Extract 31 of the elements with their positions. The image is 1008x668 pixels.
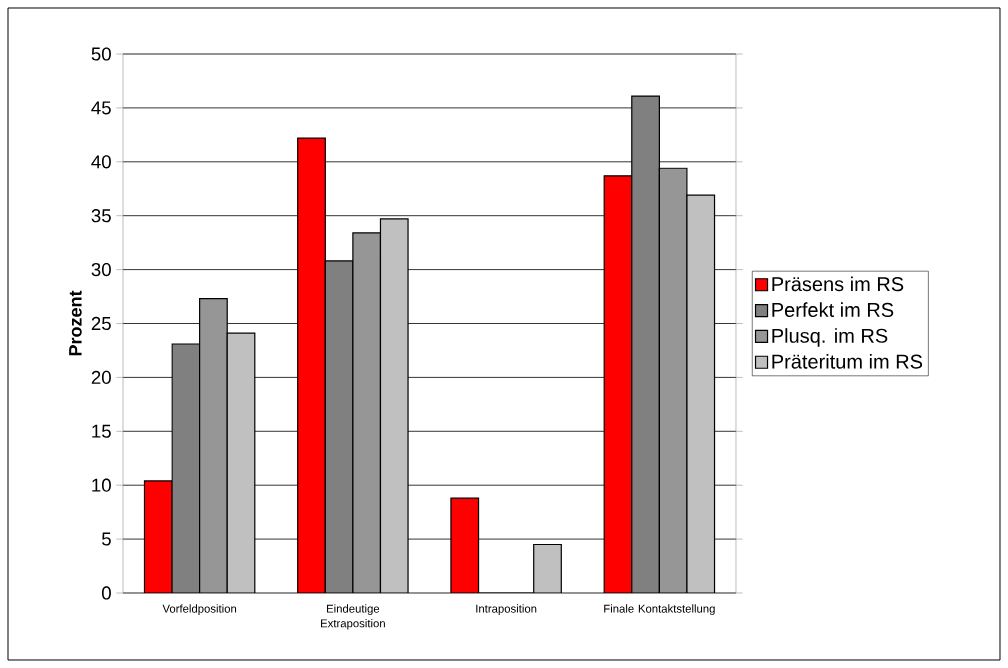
- y-tick-label: 0: [101, 586, 111, 600]
- bar: [226, 332, 256, 593]
- bar: [658, 167, 688, 593]
- y-tick-label: 35: [91, 209, 111, 223]
- bar: [297, 137, 326, 593]
- y-axis-title: Prozent: [69, 290, 82, 356]
- bar: [379, 218, 409, 593]
- y-tick-label: 45: [91, 101, 111, 115]
- y-tick-label: 30: [91, 262, 111, 277]
- y-tick-label: 25: [91, 316, 111, 331]
- y-tick-label: 40: [91, 155, 111, 169]
- bar: [686, 194, 716, 593]
- bar: [199, 298, 228, 593]
- legend-label: Präteritum im RS: [772, 353, 923, 369]
- bar: [143, 480, 173, 593]
- bar: [450, 497, 480, 593]
- y-tick-label: 5: [102, 532, 111, 546]
- x-tick-label: Intraposition: [476, 604, 537, 615]
- x-tick-label: Eindeutige Extraposition: [321, 604, 385, 630]
- legend-label: Perfekt im RS: [772, 302, 894, 318]
- legend-label: Plusq. im RS: [772, 328, 888, 347]
- bar: [533, 543, 562, 593]
- y-tick-label: 50: [91, 47, 111, 61]
- legend-label: Präsens im RS: [772, 276, 904, 292]
- bar: [352, 232, 382, 593]
- bar: [603, 175, 633, 593]
- x-tick-label: Vorfeldposition: [162, 604, 237, 615]
- y-tick-label: 15: [92, 424, 111, 438]
- x-tick-label: Finale Kontaktstellung: [604, 604, 715, 615]
- y-tick-label: 20: [91, 370, 111, 385]
- y-tick-label: 10: [92, 478, 111, 492]
